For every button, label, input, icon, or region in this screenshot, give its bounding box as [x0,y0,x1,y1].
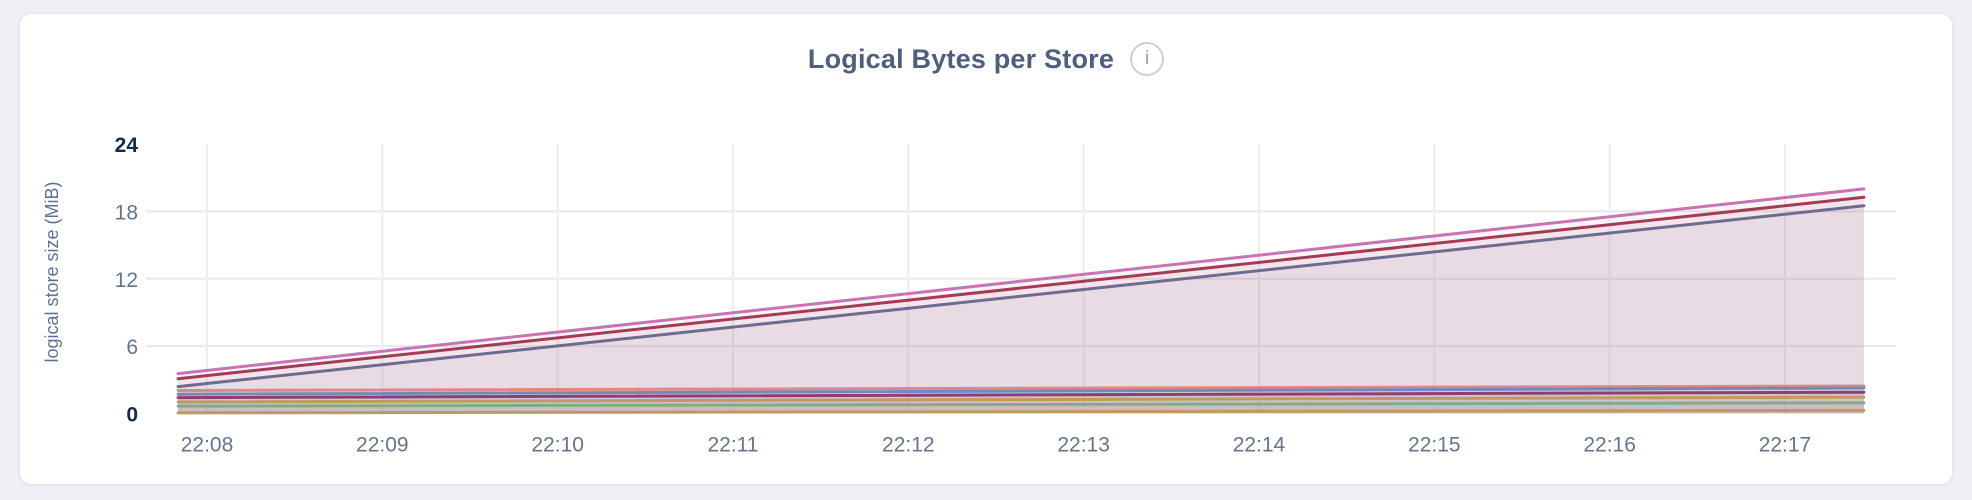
x-tick-label: 22:11 [707,434,758,457]
series-line-store-gold [176,408,1866,415]
series-area-store-pink [178,188,1864,414]
y-tick-label: 6 [126,336,138,359]
x-tick-label: 22:08 [181,434,234,457]
x-tick-label: 22:10 [531,434,584,457]
series-line-store-salmon [176,384,1866,392]
x-tick-label: 22:09 [356,434,409,457]
chart-header: Logical Bytes per Store i [20,42,1952,76]
series-line-store-magenta [176,390,1866,400]
series-group [176,187,1866,415]
y-tick-label: 24 [115,134,139,157]
info-icon[interactable]: i [1130,42,1165,76]
y-tick-label: 12 [115,269,138,292]
series-line-store-green [176,401,1866,408]
x-tick-label: 22:14 [1233,434,1286,457]
v-gridlines [206,144,1786,414]
x-axis-labels: 22:08 22:09 22:10 22:11 22:12 22:13 22:14 22:15… [181,434,1812,457]
y-tick-label: 0 [126,404,138,427]
y-axis-labels: 0 6 12 18 24 [115,134,139,427]
chart-title: Logical Bytes per Store [807,43,1115,74]
x-tick-label: 22:12 [882,434,935,457]
series-line-store-blue [176,386,1866,396]
series-line-store-tan [176,395,1866,404]
y-axis-title: logical store size (MiB) [42,181,62,362]
x-tick-label: 22:16 [1583,434,1636,457]
series-line-store-maroon [176,195,1866,381]
series-area-store-slate [178,205,1864,414]
chart-plot[interactable]: 0 6 12 18 24 22:08 22:09 22:10 22:11 22:12 22:13 22… [20,14,1954,486]
series-line-store-slate [176,204,1866,389]
x-tick-label: 22:15 [1408,434,1461,457]
x-tick-label: 22:13 [1057,434,1110,457]
series-line-store-pink [176,187,1866,376]
x-tick-label: 22:17 [1759,434,1812,457]
chart-card: 0 6 12 18 24 22:08 22:09 22:10 22:11 22:12 22:13 22… [19,13,1953,485]
info-icon-glyph: i [1144,48,1150,69]
y-tick-label: 18 [115,201,138,224]
